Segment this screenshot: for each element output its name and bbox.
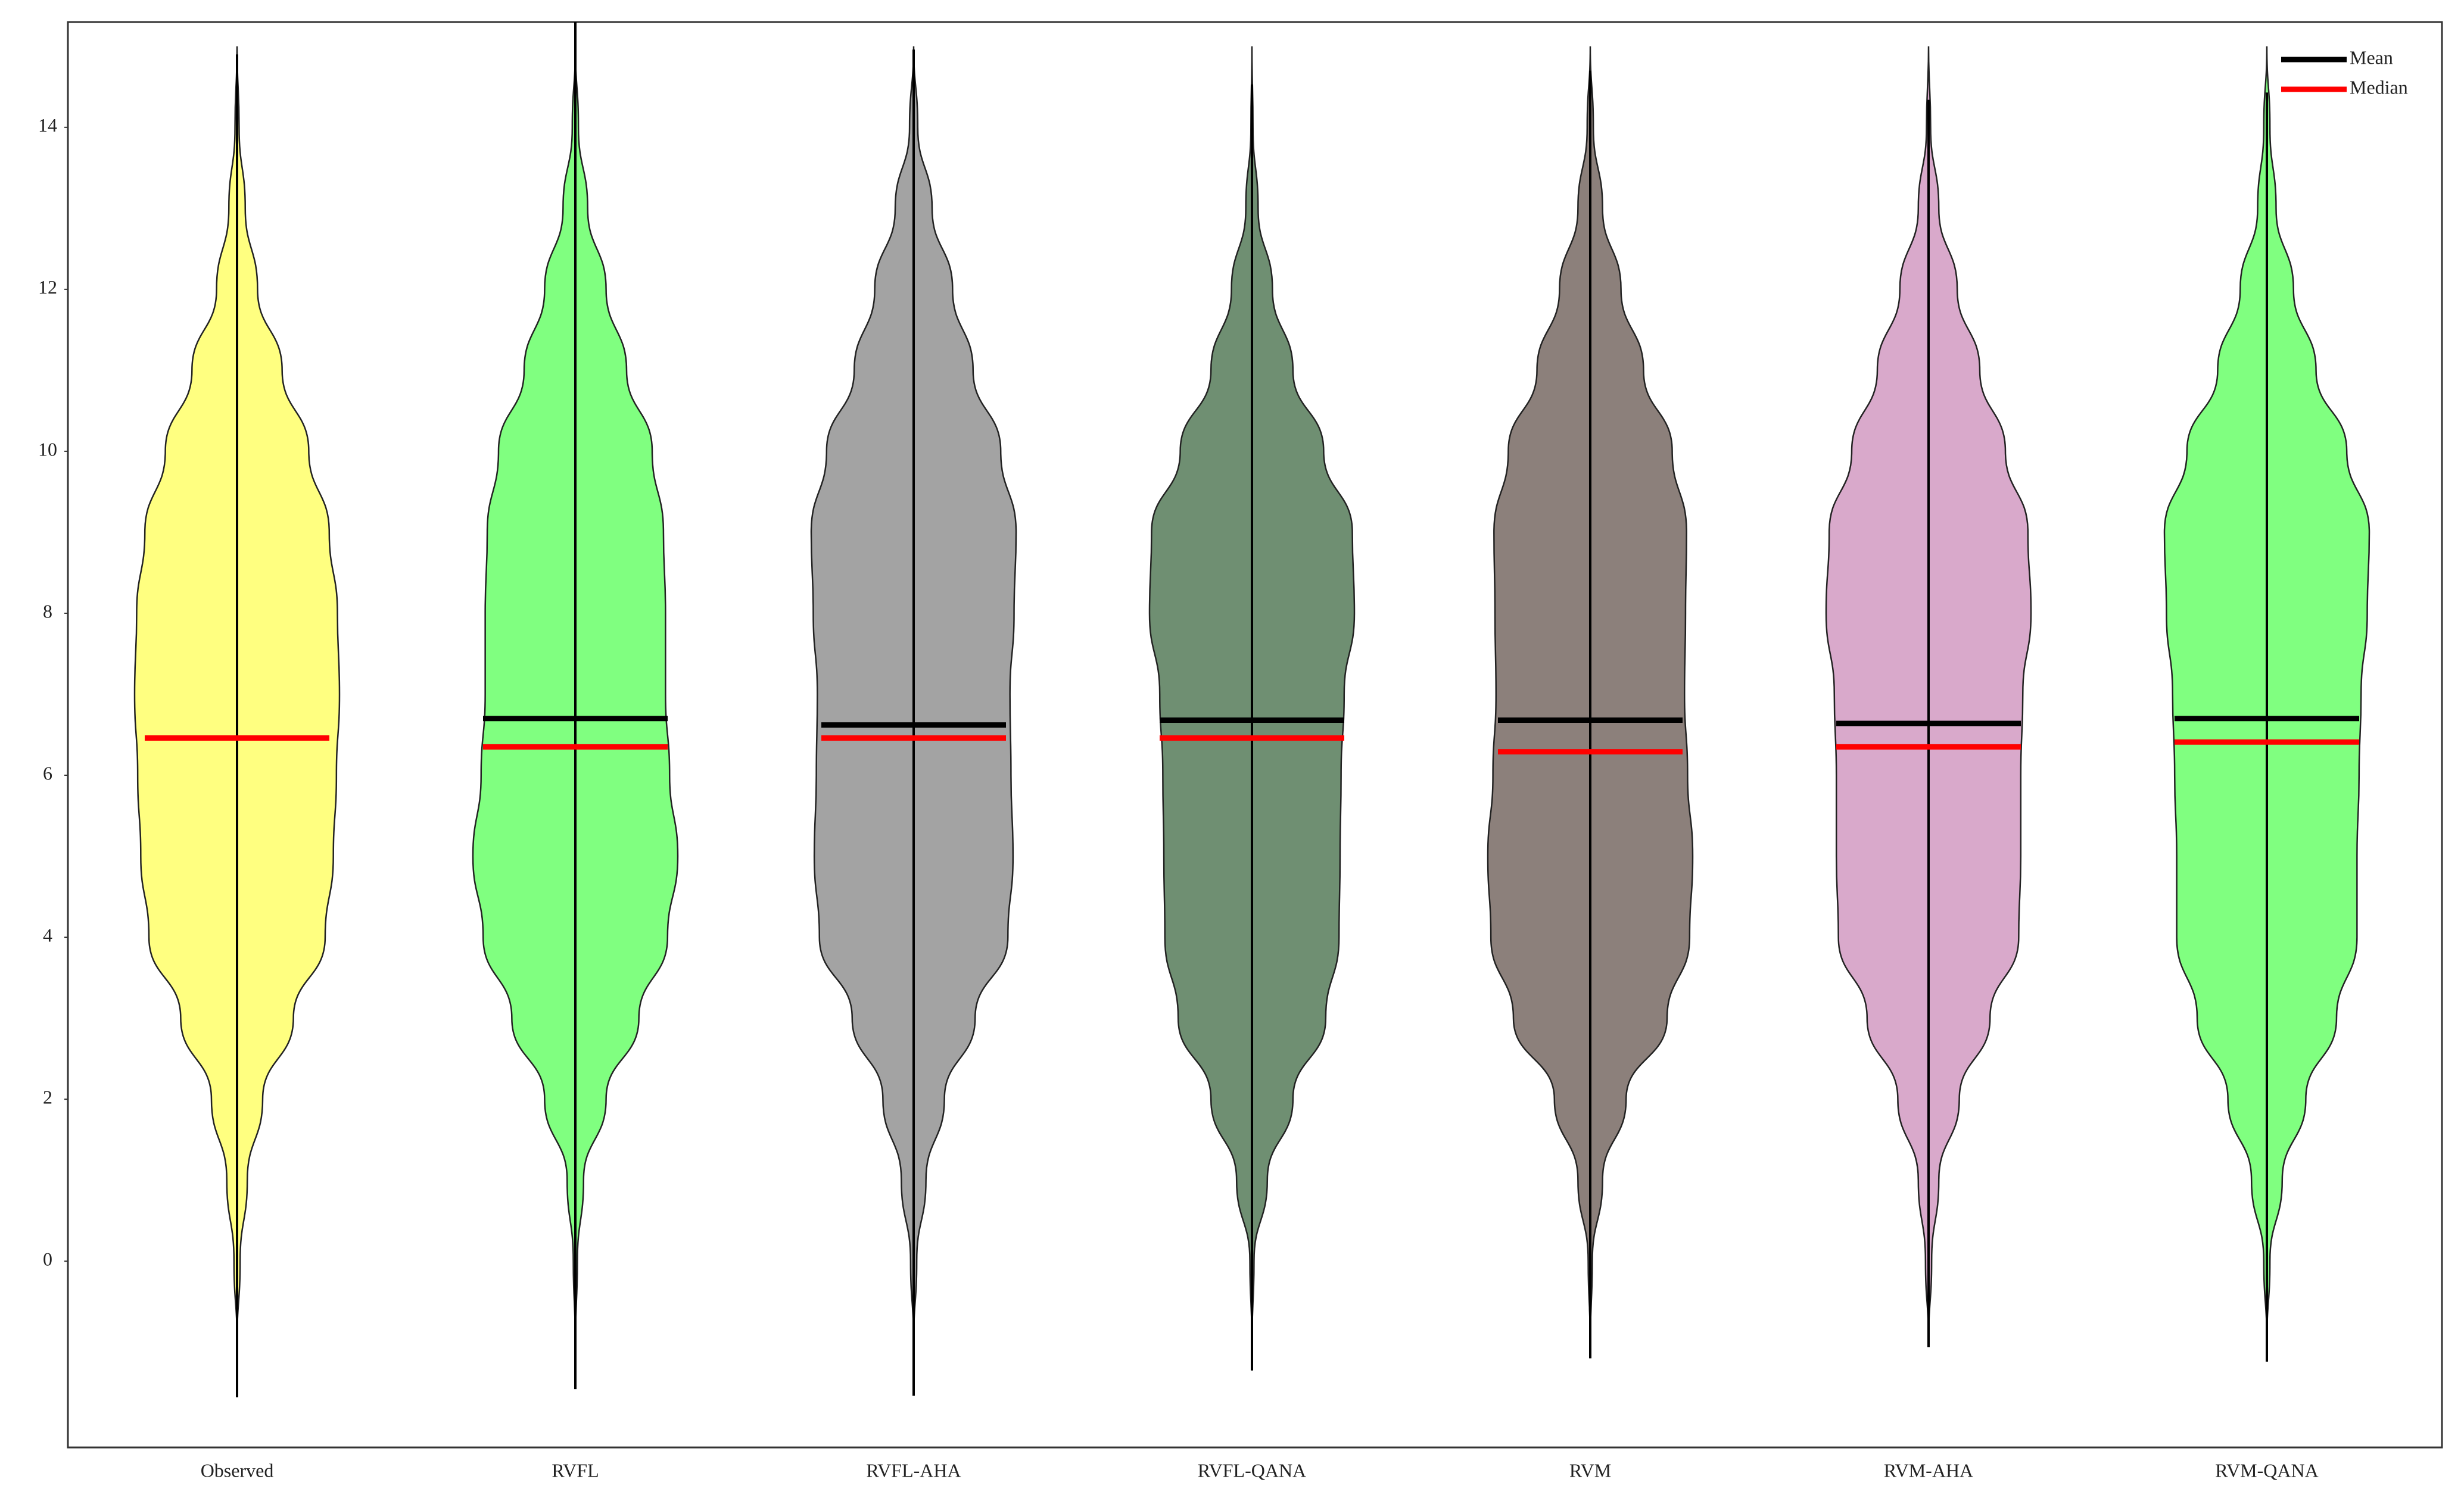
y-tick-label: 14 xyxy=(38,114,57,136)
x-tick-label: RVFL-QANA xyxy=(1198,1459,1306,1481)
x-tick-label: RVM-AHA xyxy=(1884,1459,1973,1481)
x-tick-label: RVM xyxy=(1569,1459,1611,1481)
plot-frame xyxy=(67,21,2443,1449)
x-tick-label: RVFL-AHA xyxy=(866,1459,961,1481)
y-tick-label: 12 xyxy=(38,276,57,298)
y-tick-label: 2 xyxy=(43,1086,52,1107)
y-tick-label: 10 xyxy=(38,438,57,460)
y-tick-label: 0 xyxy=(43,1248,52,1269)
x-tick-label: RVM-QANA xyxy=(2215,1459,2318,1481)
y-tick-label: 6 xyxy=(43,762,52,784)
x-tick-label: Observed xyxy=(201,1459,274,1481)
y-tick-label: 8 xyxy=(43,600,52,622)
y-tick-label: 4 xyxy=(43,924,52,946)
legend-label: Mean xyxy=(2350,46,2393,68)
x-tick-label: RVFL xyxy=(552,1459,599,1481)
legend-label: Median xyxy=(2350,76,2408,98)
